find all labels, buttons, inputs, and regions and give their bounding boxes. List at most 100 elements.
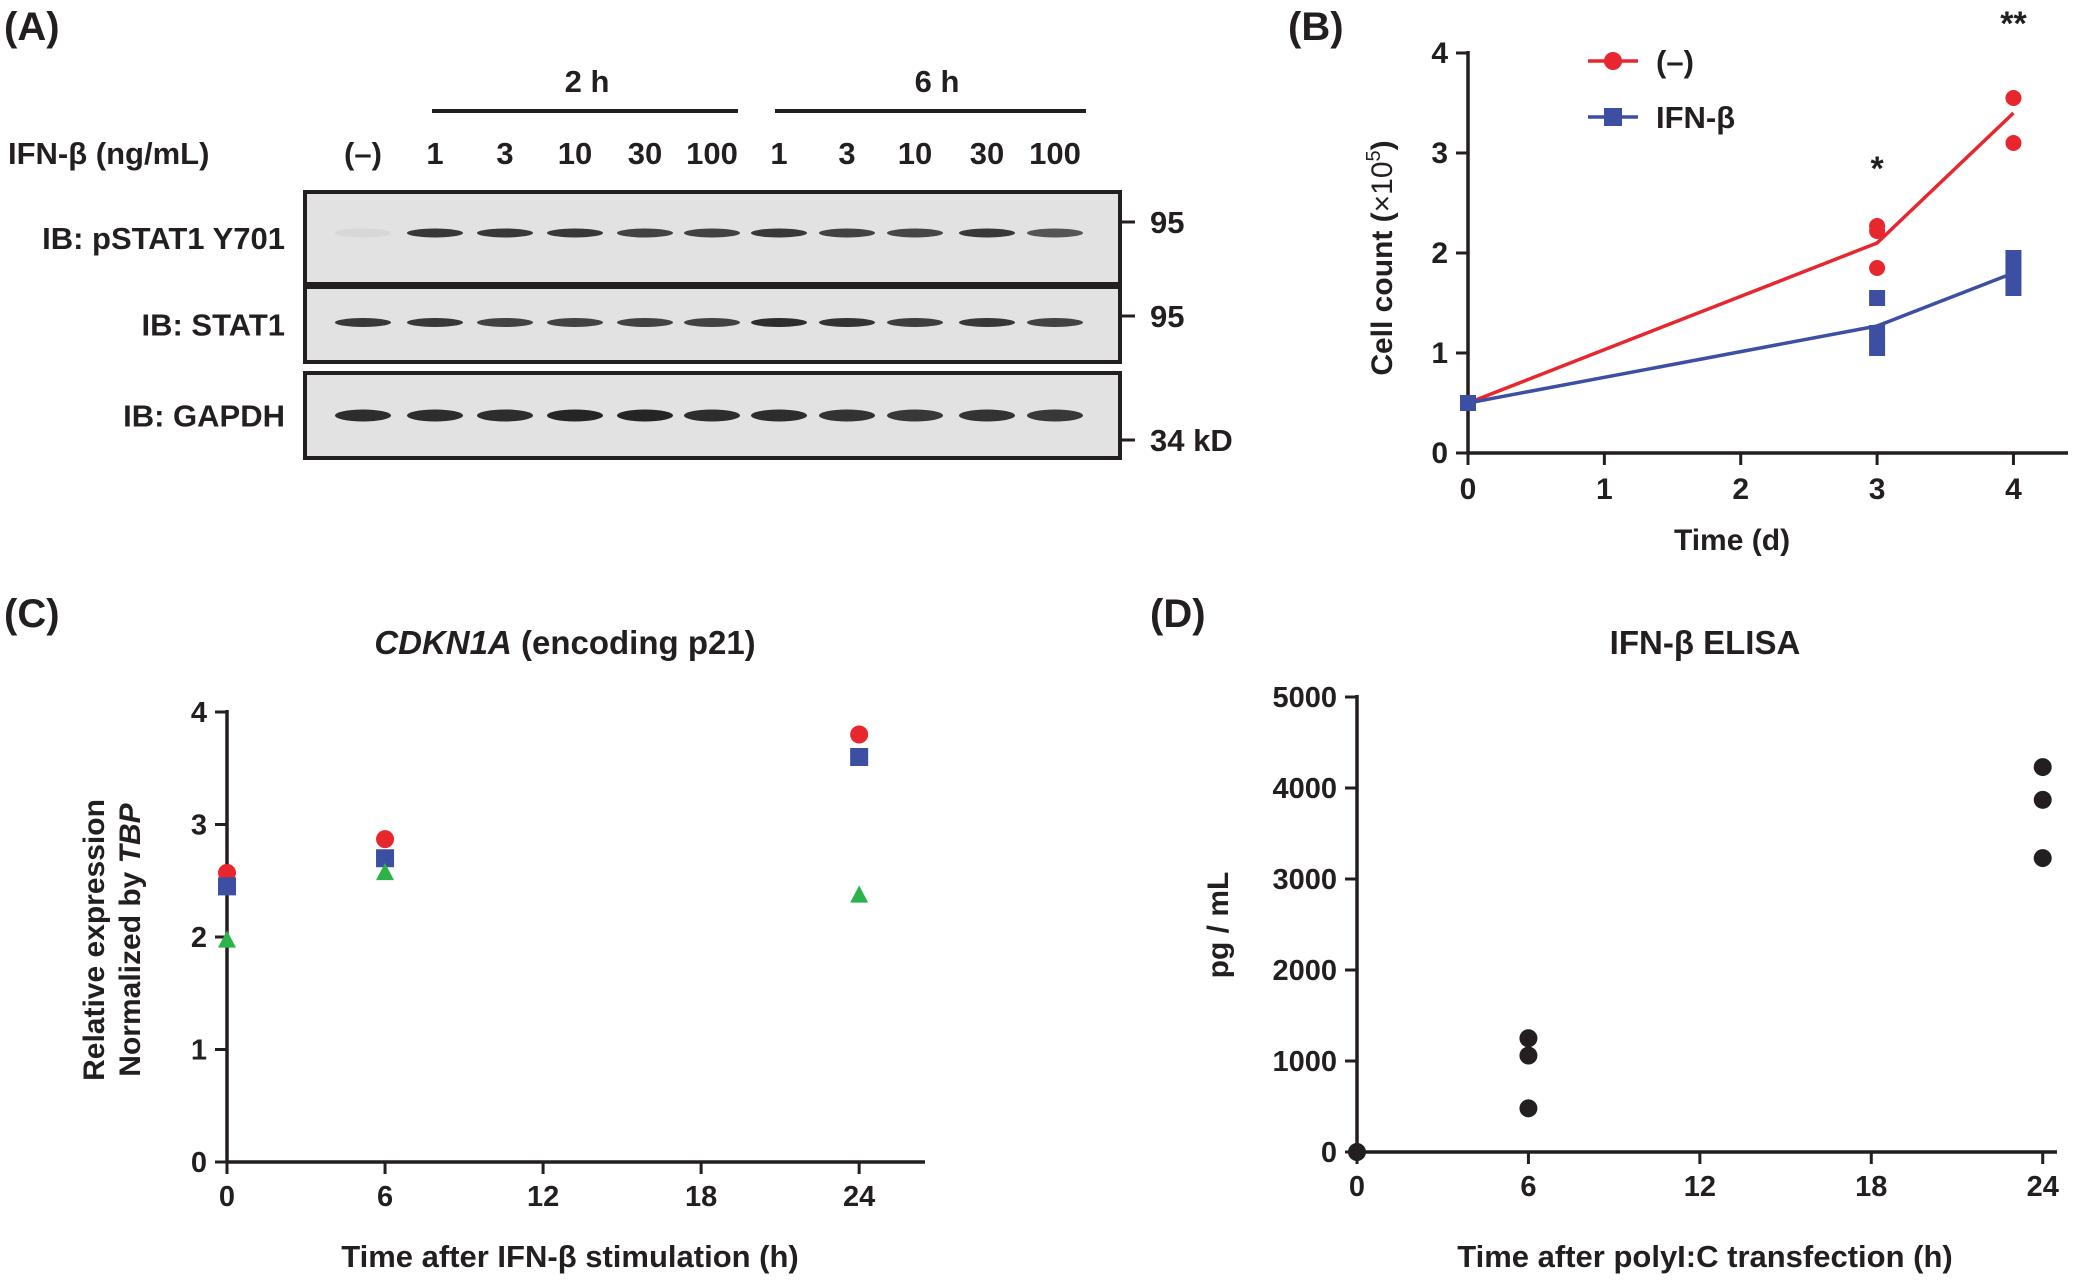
data-point bbox=[218, 877, 236, 896]
panel-d-label: (D) bbox=[1150, 592, 1206, 636]
blot-band bbox=[887, 409, 943, 422]
data-point bbox=[1519, 1046, 1538, 1065]
data-point bbox=[2005, 135, 2022, 151]
data-point bbox=[1869, 325, 1886, 341]
blot-band bbox=[819, 228, 875, 238]
x-tick-label: 6 bbox=[377, 1181, 393, 1213]
lane-label: 1 bbox=[426, 136, 443, 171]
panel-a-label: (A) bbox=[4, 5, 60, 49]
blot-band bbox=[335, 318, 391, 327]
legend-marker bbox=[1604, 108, 1622, 126]
data-point bbox=[1460, 395, 1476, 411]
blot-band bbox=[887, 228, 943, 238]
y-tick-label: 1000 bbox=[1272, 1046, 1337, 1078]
panel-c-title: CDKN1A (encoding p21) bbox=[374, 624, 755, 661]
x-tick-label: 2 bbox=[1732, 473, 1749, 506]
blot-label: IB: pSTAT1 Y701 bbox=[42, 221, 285, 256]
blot-band bbox=[547, 409, 603, 422]
x-tick-label: 18 bbox=[685, 1181, 717, 1213]
x-tick-label: 1 bbox=[1596, 473, 1613, 506]
lane-labels: (–) 1 3 10 30 100 1 3 10 30 100 bbox=[344, 136, 1081, 171]
treatment-label: IFN-β (ng/mL) bbox=[8, 136, 209, 171]
data-point bbox=[850, 748, 869, 766]
data-point bbox=[2005, 280, 2022, 296]
data-point bbox=[376, 862, 395, 881]
panel-b-label: (B) bbox=[1288, 5, 1344, 49]
series-line bbox=[1467, 111, 2015, 405]
blot-band bbox=[751, 409, 807, 422]
data-point bbox=[2005, 265, 2022, 281]
blot-band bbox=[335, 409, 391, 422]
lane-label: 10 bbox=[558, 136, 592, 171]
blot-band bbox=[547, 228, 603, 238]
lane-label: (–) bbox=[344, 136, 382, 171]
data-point bbox=[1519, 1099, 1538, 1118]
data-point bbox=[1869, 260, 1886, 276]
marker-label: 95 bbox=[1150, 299, 1184, 334]
blot-band bbox=[959, 228, 1015, 238]
blot-label: IB: STAT1 bbox=[141, 308, 285, 343]
blot-band bbox=[617, 228, 673, 238]
marker-label: 95 bbox=[1150, 205, 1184, 240]
data-point bbox=[218, 930, 236, 948]
y-tick-label: 3 bbox=[1431, 137, 1448, 170]
data-point bbox=[376, 849, 395, 868]
data-point bbox=[850, 725, 869, 744]
x-tick-label: 6 bbox=[1520, 1171, 1536, 1203]
blot-band bbox=[684, 228, 740, 238]
blot-band bbox=[1027, 228, 1083, 238]
x-tick-label: 0 bbox=[1460, 473, 1477, 506]
blot-band bbox=[684, 409, 740, 422]
blot-band bbox=[887, 318, 943, 327]
x-tick-label: 4 bbox=[2005, 473, 2022, 506]
lane-label: 30 bbox=[970, 136, 1004, 171]
y-tick-label: 4000 bbox=[1272, 773, 1337, 805]
blot-band bbox=[477, 228, 533, 238]
x-tick-label: 12 bbox=[527, 1181, 559, 1213]
blot-band bbox=[684, 318, 740, 327]
blot-band bbox=[407, 409, 463, 422]
x-tick-label: 18 bbox=[1855, 1171, 1887, 1203]
lane-label: 100 bbox=[1029, 136, 1081, 171]
marker-label: 34 kD bbox=[1150, 423, 1233, 458]
panel-c-xlabel: Time after IFN-β stimulation (h) bbox=[341, 1239, 799, 1274]
data-point bbox=[1869, 223, 1886, 239]
y-tick-label: 0 bbox=[1321, 1137, 1337, 1169]
blot-band bbox=[819, 318, 875, 327]
x-tick-label: 0 bbox=[1349, 1171, 1365, 1203]
panel-a: (A) 2 h 6 h IFN-β (ng/mL) (–) 1 3 10 30 100 1 3… bbox=[4, 5, 1233, 460]
blot-band bbox=[819, 409, 875, 422]
blot-band bbox=[751, 318, 807, 327]
blot-band bbox=[477, 409, 533, 422]
time-label-2h: 2 h bbox=[565, 64, 610, 99]
panel-c-label: (C) bbox=[4, 592, 60, 636]
blot-band bbox=[407, 228, 463, 238]
data-point bbox=[2033, 790, 2052, 809]
y-tick-label: 1 bbox=[1431, 337, 1448, 370]
y-tick-label: 4 bbox=[1431, 37, 1448, 70]
data-point bbox=[2033, 849, 2052, 868]
blot-band bbox=[477, 318, 533, 327]
chart-d: 0 1000 2000 3000 4000 5000 0 6 12 18 24 bbox=[1272, 682, 2058, 1203]
blot-label: IB: GAPDH bbox=[123, 399, 285, 434]
blots: IB: pSTAT1 Y701 95 IB: STAT1 95 IB: GAPDH 34 … bbox=[42, 190, 1233, 460]
data-point bbox=[2005, 250, 2022, 266]
significance-mark: ** bbox=[2000, 5, 2027, 43]
data-point bbox=[1869, 340, 1886, 356]
panel-d-ylabel: pg / mL bbox=[1202, 872, 1235, 979]
lane-label: 3 bbox=[838, 136, 855, 171]
lane-label: 10 bbox=[898, 136, 932, 171]
legend-marker bbox=[1604, 52, 1622, 70]
panel-b-ylabel: Cell count (×105) bbox=[1363, 140, 1399, 375]
y-tick-label: 3000 bbox=[1272, 864, 1337, 896]
y-tick-label: 2 bbox=[1431, 237, 1448, 270]
blot-band bbox=[959, 409, 1015, 422]
data-point bbox=[1348, 1143, 1366, 1161]
y-tick-label: 2000 bbox=[1272, 955, 1337, 987]
x-tick-label: 24 bbox=[843, 1181, 875, 1213]
panel-d-xlabel: Time after polyI:C transfection (h) bbox=[1457, 1239, 1953, 1274]
data-point bbox=[2005, 90, 2022, 106]
lane-label: 100 bbox=[686, 136, 738, 171]
blot-band bbox=[959, 318, 1015, 327]
